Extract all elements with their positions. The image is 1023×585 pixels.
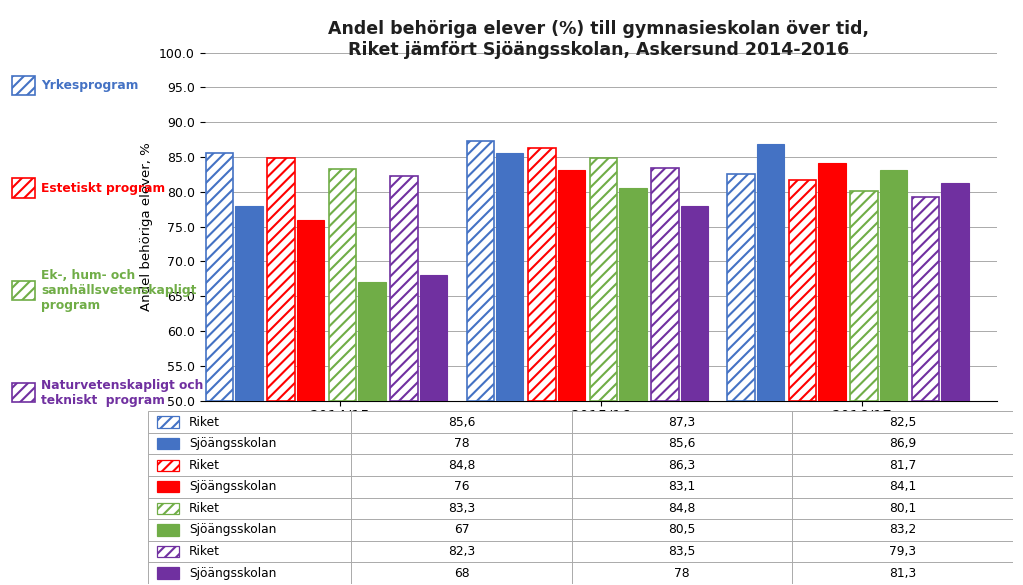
Text: 86,3: 86,3	[668, 459, 696, 472]
Text: 84,1: 84,1	[889, 480, 917, 493]
Text: 81,3: 81,3	[889, 566, 917, 580]
Bar	[528, 148, 555, 401]
Text: Sjöängsskolan: Sjöängsskolan	[189, 437, 276, 450]
Text: 82,3: 82,3	[448, 545, 476, 558]
Text: 83,5: 83,5	[668, 545, 696, 558]
Text: 82,5: 82,5	[889, 415, 917, 429]
Text: 80,5: 80,5	[668, 524, 696, 536]
Bar	[358, 283, 386, 401]
Text: 68: 68	[454, 566, 470, 580]
Bar	[157, 524, 179, 535]
Text: Sjöängsskolan: Sjöängsskolan	[189, 480, 276, 493]
Bar	[941, 183, 969, 401]
Text: Riket: Riket	[189, 459, 220, 472]
Bar	[496, 153, 524, 401]
Text: Naturvetenskapligt och
tekniskt  program: Naturvetenskapligt och tekniskt program	[41, 379, 204, 407]
Bar	[157, 503, 179, 514]
Text: 85,6: 85,6	[668, 437, 696, 450]
Text: 83,3: 83,3	[448, 502, 476, 515]
Text: 85,6: 85,6	[448, 415, 476, 429]
Bar	[680, 206, 708, 401]
Text: Yrkesprogram: Yrkesprogram	[41, 80, 138, 92]
Text: Ek-, hum- och
samhällsvetenskapligt
program: Ek-, hum- och samhällsvetenskapligt prog…	[41, 269, 196, 312]
Bar	[206, 153, 233, 401]
Bar	[328, 169, 356, 401]
Bar	[880, 170, 907, 401]
Text: 76: 76	[454, 480, 470, 493]
Text: Riket: Riket	[189, 545, 220, 558]
Bar	[267, 159, 295, 401]
Text: Sjöängsskolan: Sjöängsskolan	[189, 524, 276, 536]
Text: 67: 67	[454, 524, 470, 536]
Bar	[157, 546, 179, 557]
Bar	[789, 180, 816, 401]
Y-axis label: Andel behöriga elever, %: Andel behöriga elever, %	[140, 142, 153, 311]
Text: Andel behöriga elever (%) till gymnasieskolan över tid,
Riket jämfört Sjöängssko: Andel behöriga elever (%) till gymnasies…	[328, 20, 869, 59]
Bar	[757, 144, 785, 401]
Bar	[727, 174, 755, 401]
Bar	[466, 141, 494, 401]
Bar	[157, 438, 179, 449]
Bar	[157, 460, 179, 471]
Text: Sjöängsskolan: Sjöängsskolan	[189, 566, 276, 580]
Bar	[913, 197, 939, 401]
Bar	[652, 167, 678, 401]
Bar	[157, 567, 179, 579]
Text: 84,8: 84,8	[448, 459, 476, 472]
Text: Riket: Riket	[189, 502, 220, 515]
Bar	[850, 191, 878, 401]
Bar	[297, 220, 324, 401]
Bar	[589, 159, 617, 401]
Bar	[235, 206, 263, 401]
Text: Riket: Riket	[189, 415, 220, 429]
Text: 80,1: 80,1	[889, 502, 917, 515]
Text: 78: 78	[454, 437, 470, 450]
Text: 78: 78	[674, 566, 690, 580]
Text: 84,8: 84,8	[668, 502, 696, 515]
Bar	[558, 170, 585, 401]
Bar	[391, 176, 417, 401]
Text: 86,9: 86,9	[889, 437, 917, 450]
Bar	[157, 481, 179, 493]
Text: 79,3: 79,3	[889, 545, 917, 558]
Bar	[619, 188, 647, 401]
Text: Estetiskt program: Estetiskt program	[41, 182, 165, 195]
Text: 87,3: 87,3	[668, 415, 696, 429]
Text: 83,2: 83,2	[889, 524, 917, 536]
Text: 83,1: 83,1	[668, 480, 696, 493]
Bar	[157, 417, 179, 428]
Bar	[419, 276, 447, 401]
Bar	[818, 163, 846, 401]
Text: 81,7: 81,7	[889, 459, 917, 472]
